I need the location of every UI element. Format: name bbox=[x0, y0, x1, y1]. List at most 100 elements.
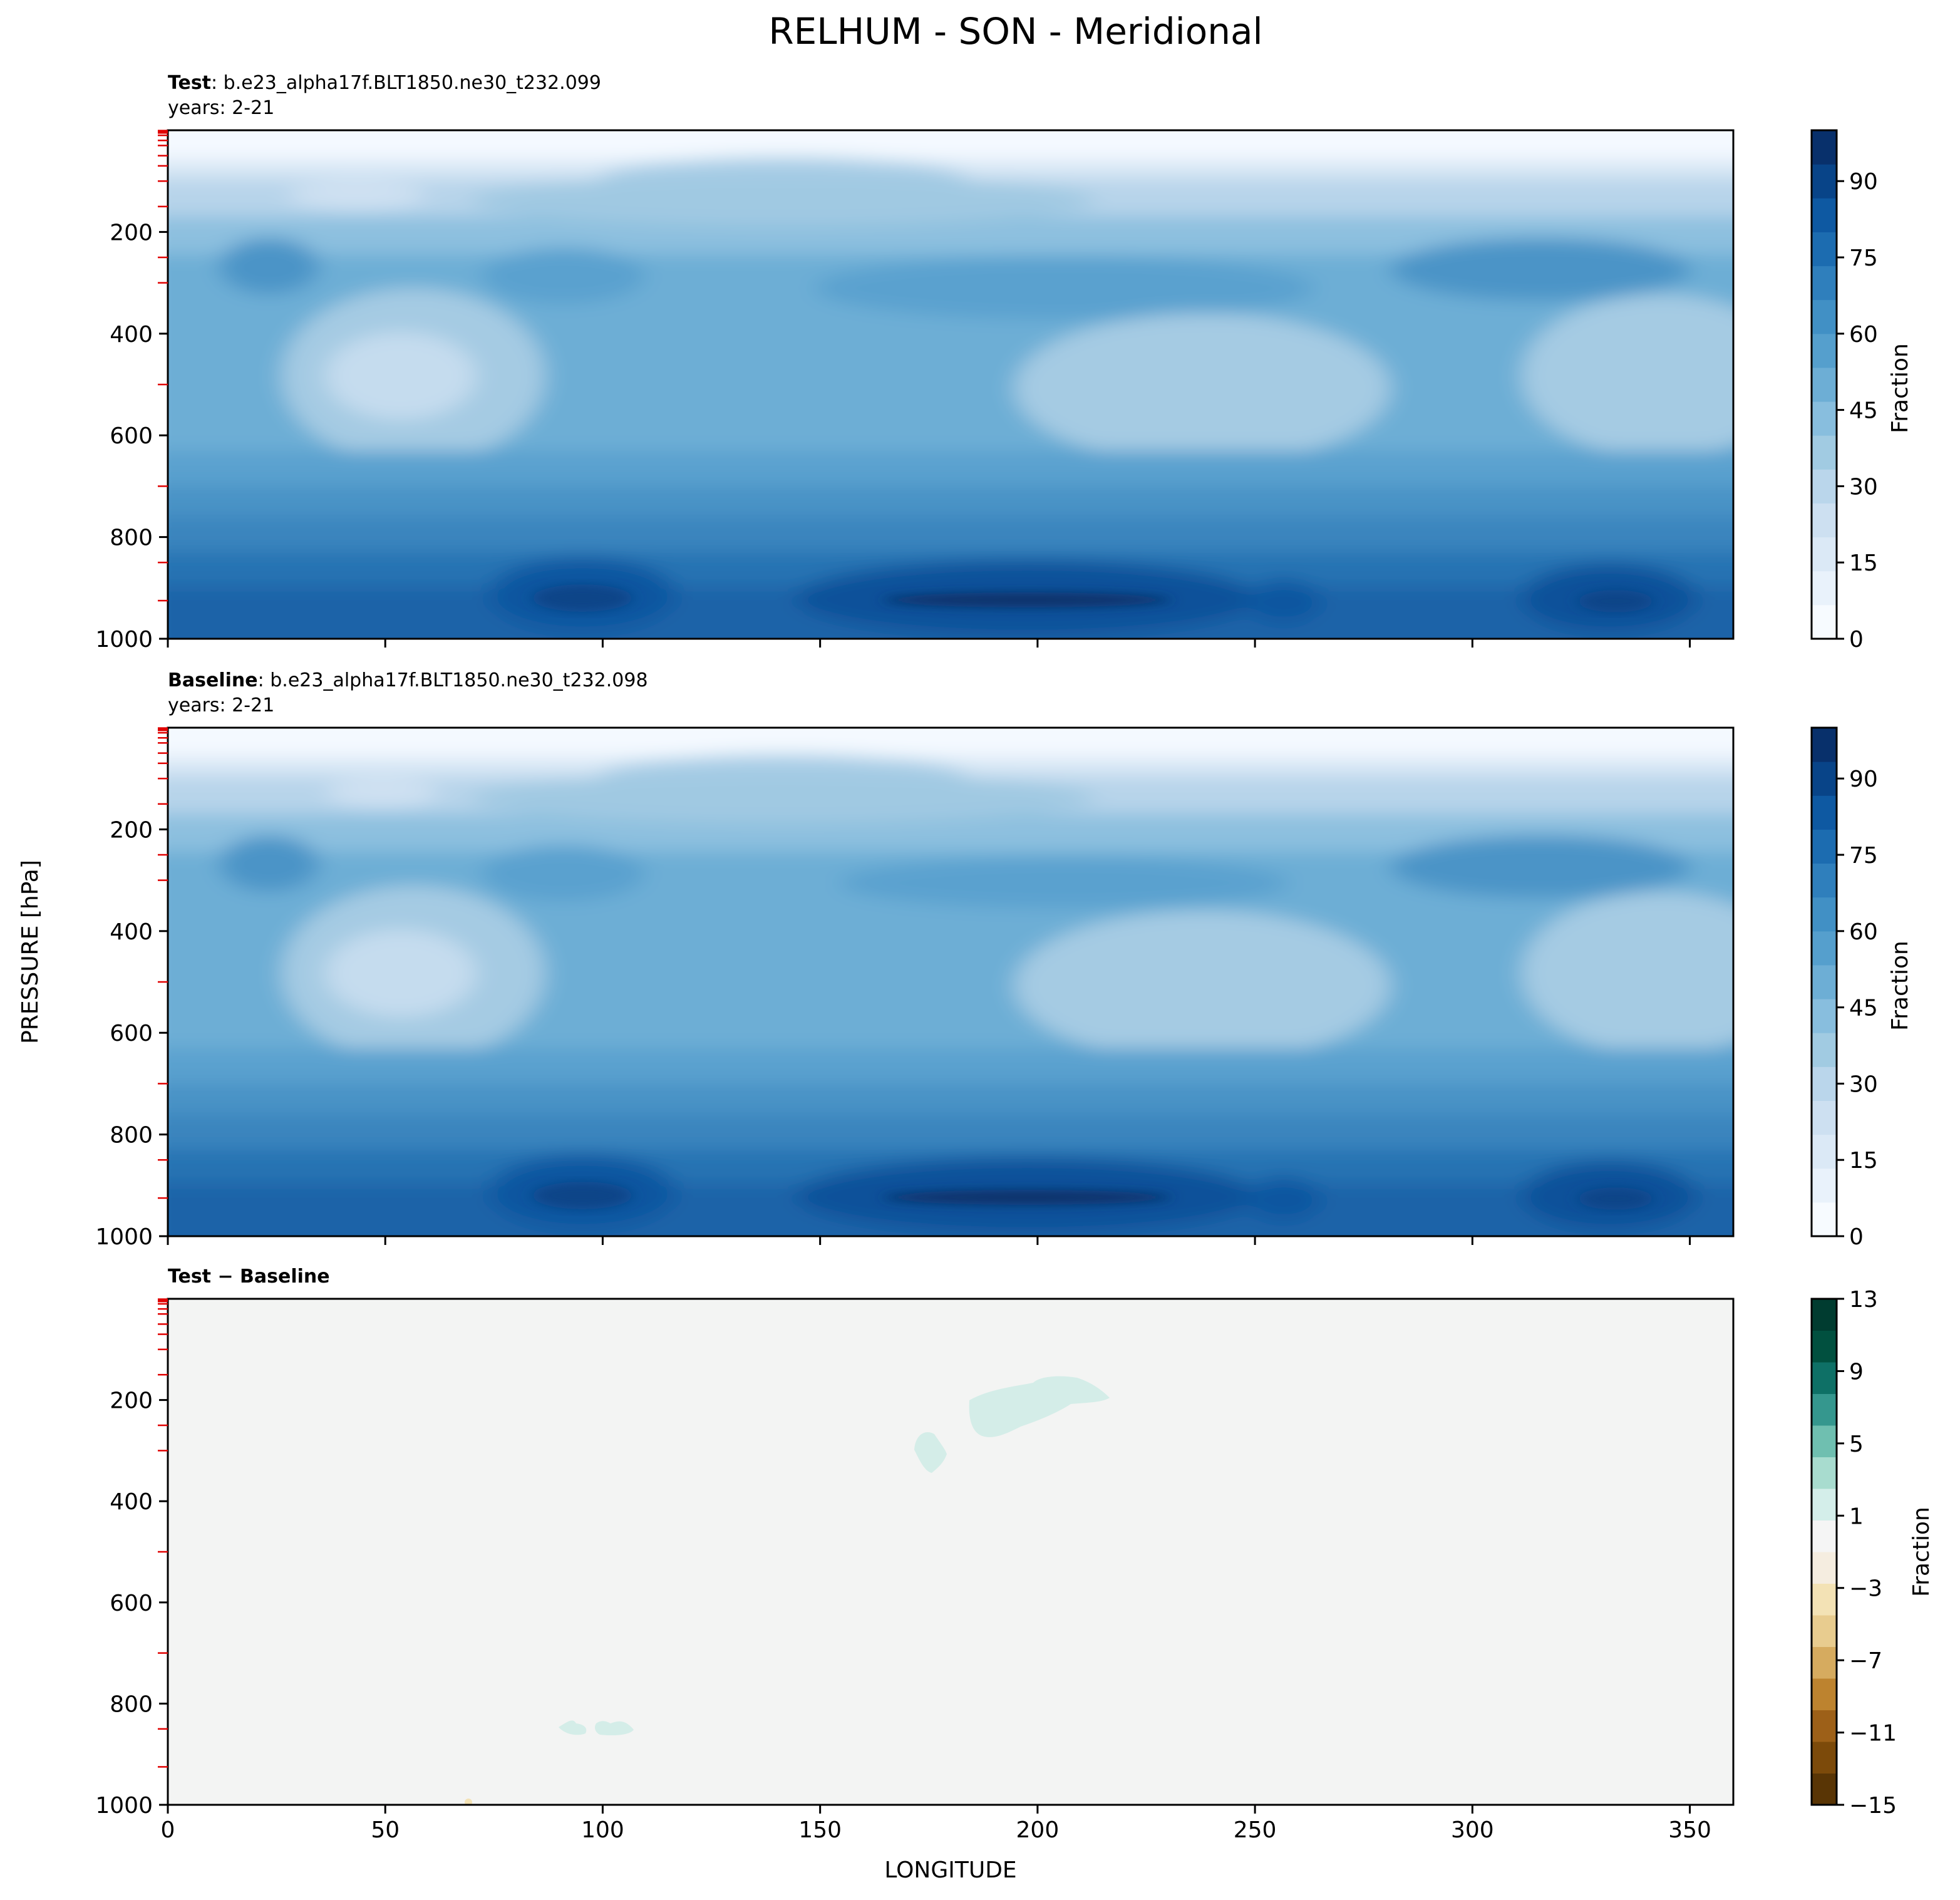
colorbar-segment bbox=[1812, 897, 1837, 932]
colorbar-segment bbox=[1812, 299, 1837, 334]
colorbar-segment bbox=[1812, 1299, 1837, 1331]
colorbar-segment bbox=[1812, 728, 1837, 762]
panel-test-subtitle: years: 2-21 bbox=[168, 97, 274, 119]
colorbar-segment bbox=[1812, 931, 1837, 966]
x-ticks-baseline bbox=[167, 1236, 1691, 1245]
y-tick-label: 1000 bbox=[95, 1224, 153, 1250]
colorbar-segment bbox=[1812, 964, 1837, 999]
colorbar-segment bbox=[1812, 537, 1837, 572]
colorbar-tick-label: 60 bbox=[1849, 322, 1878, 348]
colorbar-tick-label: 60 bbox=[1849, 919, 1878, 945]
colorbar-segment bbox=[1812, 1520, 1837, 1552]
colorbar-tick-label: 1 bbox=[1849, 1504, 1864, 1529]
colorbar-tick-label: −11 bbox=[1849, 1721, 1897, 1747]
y-tick-label: 400 bbox=[110, 919, 153, 945]
colorbar-tick-label: 75 bbox=[1849, 843, 1878, 869]
colorbar-segment bbox=[1812, 401, 1837, 436]
x-axis-label: LONGITUDE bbox=[884, 1857, 1016, 1883]
colorbar-baseline: 0 15 30 45 60 75 90 bbox=[1810, 726, 1878, 1250]
colorbar-tick-label: 9 bbox=[1849, 1359, 1864, 1385]
y-ticks-test: 200 400 600 800 1000 bbox=[95, 220, 168, 653]
colorbar-tick-label: 0 bbox=[1849, 1224, 1864, 1250]
colorbar-difference: 13 9 5 1 −3 −7 −11 −15 bbox=[1810, 1287, 1897, 1819]
diff-feature-4 bbox=[595, 1721, 634, 1736]
colorbar-segment bbox=[1812, 1678, 1837, 1710]
colorbar-segment bbox=[1812, 435, 1837, 470]
colorbar-segment bbox=[1812, 198, 1837, 232]
colorbar-segment bbox=[1812, 1646, 1837, 1679]
colorbar-segment bbox=[1812, 164, 1837, 199]
y-tick-label: 200 bbox=[110, 220, 153, 245]
colorbar-segment bbox=[1812, 1457, 1837, 1489]
x-tick-label: 150 bbox=[798, 1817, 842, 1843]
diff-feature-5 bbox=[465, 1799, 472, 1805]
panel-test-title-rest: : b.e23_alpha17f.BLT1850.ne30_t232.099 bbox=[211, 72, 601, 94]
colorbar-segment bbox=[1812, 863, 1837, 898]
colorbar-tick-label: 15 bbox=[1849, 1148, 1878, 1174]
x-ticks-difference: 0 50 100 150 200 250 300 350 bbox=[161, 1805, 1711, 1843]
y-tick-label: 200 bbox=[110, 1388, 153, 1414]
panel-baseline-title-rest: : b.e23_alpha17f.BLT1850.ne30_t232.098 bbox=[258, 669, 648, 691]
contour-field-baseline bbox=[168, 728, 1733, 1236]
minor-ticks-difference bbox=[158, 1298, 168, 1768]
colorbar-segment bbox=[1812, 1168, 1837, 1203]
panel-difference: Test − Baseline 0 50 100 150 200 250 300 350 20… bbox=[95, 1266, 1934, 1843]
colorbar-segment bbox=[1812, 1066, 1837, 1101]
x-tick-label: 300 bbox=[1451, 1817, 1494, 1843]
colorbar-segment bbox=[1812, 1202, 1837, 1237]
colorbar-label-difference: Fraction bbox=[1909, 1507, 1934, 1597]
colorbar-segment bbox=[1812, 469, 1837, 503]
panel-baseline: Baseline: b.e23_alpha17f.BLT1850.ne30_t2… bbox=[95, 669, 1913, 1250]
colorbar-segment bbox=[1812, 1710, 1837, 1742]
contour-field-difference bbox=[168, 1299, 1733, 1805]
colorbar-tick-label: 15 bbox=[1849, 550, 1878, 576]
y-ticks-baseline: 200 400 600 800 1000 bbox=[95, 817, 168, 1250]
colorbar-segment bbox=[1812, 1330, 1837, 1363]
colorbar-frame bbox=[1810, 129, 1838, 640]
panel-baseline-subtitle: years: 2-21 bbox=[168, 694, 274, 716]
colorbar-segment bbox=[1812, 503, 1837, 538]
colorbar-tick-label: 90 bbox=[1849, 767, 1878, 792]
colorbar-segment bbox=[1812, 266, 1837, 301]
colorbar-frame bbox=[1810, 1298, 1838, 1806]
colorbar-segment bbox=[1812, 1773, 1837, 1805]
figure-title: RELHUM - SON - Meridional bbox=[768, 10, 1262, 53]
colorbar-segment bbox=[1812, 999, 1837, 1033]
y-tick-label: 1000 bbox=[95, 1793, 153, 1819]
colorbar-segment bbox=[1812, 1425, 1837, 1457]
diff-feature-1 bbox=[914, 1432, 947, 1473]
colorbar-segment bbox=[1812, 333, 1837, 368]
panel-difference-title: Test − Baseline bbox=[168, 1266, 330, 1288]
y-tick-label: 600 bbox=[110, 1591, 153, 1616]
colorbar-test: 0 15 30 45 60 75 90 bbox=[1810, 129, 1878, 653]
colorbar-segment bbox=[1812, 795, 1837, 830]
y-tick-label: 800 bbox=[110, 1123, 153, 1149]
diff-feature-2 bbox=[969, 1376, 1110, 1437]
x-tick-label: 50 bbox=[371, 1817, 400, 1843]
colorbar-frame bbox=[1810, 726, 1838, 1237]
colorbar-label-baseline: Fraction bbox=[1887, 941, 1913, 1031]
colorbar-tick-label: 75 bbox=[1849, 245, 1878, 271]
y-tick-label: 800 bbox=[110, 525, 153, 551]
y-tick-label: 600 bbox=[110, 1021, 153, 1046]
colorbar-segment bbox=[1812, 1552, 1837, 1584]
x-tick-label: 100 bbox=[581, 1817, 624, 1843]
y-tick-label: 400 bbox=[110, 322, 153, 348]
colorbar-segment bbox=[1812, 1742, 1837, 1774]
colorbar-tick-label: 30 bbox=[1849, 474, 1878, 500]
colorbar-segment bbox=[1812, 232, 1837, 267]
colorbar-tick-label: 5 bbox=[1849, 1432, 1864, 1457]
colorbar-tick-label: 13 bbox=[1849, 1287, 1878, 1313]
panel-test: Test: b.e23_alpha17f.BLT1850.ne30_t232.0… bbox=[95, 72, 1913, 653]
colorbar-segment bbox=[1812, 604, 1837, 639]
colorbar-tick-label: −15 bbox=[1849, 1793, 1897, 1819]
contour-field-test bbox=[168, 130, 1733, 639]
colorbar-segment bbox=[1812, 367, 1837, 402]
y-tick-label: 400 bbox=[110, 1489, 153, 1515]
colorbar-tick-label: 90 bbox=[1849, 169, 1878, 195]
x-ticks-test bbox=[167, 639, 1691, 648]
x-tick-label: 350 bbox=[1668, 1817, 1711, 1843]
colorbar-segment bbox=[1812, 571, 1837, 606]
minor-ticks-baseline bbox=[158, 727, 168, 1199]
